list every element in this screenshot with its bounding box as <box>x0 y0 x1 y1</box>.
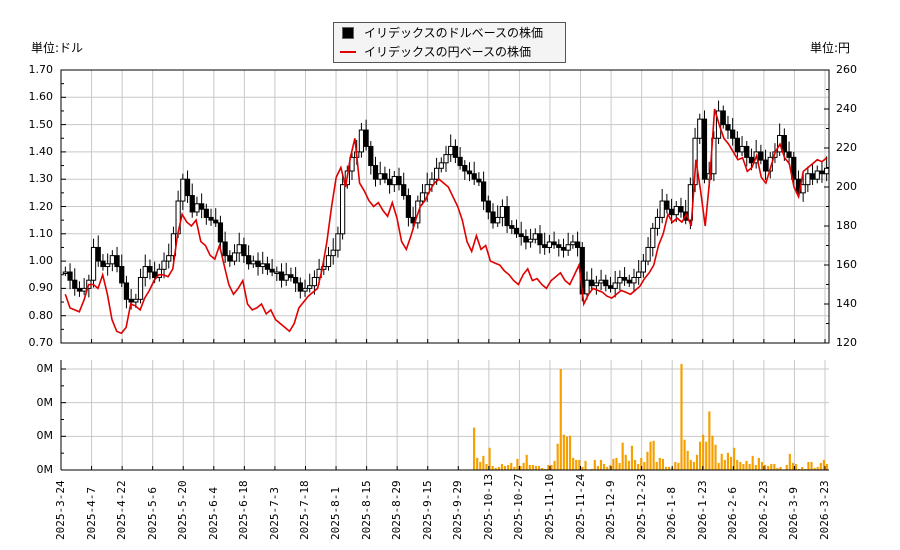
date-tick-label: 2025-3-24 <box>54 480 67 540</box>
volume-tick-label: 0M <box>36 395 54 409</box>
left-tick-label: 0.90 <box>28 281 54 295</box>
date-tick-label: 2026-3-9 <box>787 487 801 540</box>
left-tick-label: 1.30 <box>28 172 54 186</box>
left-tick-label: 0.70 <box>28 336 54 349</box>
date-tick-label: 2025-12-9 <box>604 480 618 540</box>
axes-frames <box>60 69 830 471</box>
date-tick-label: 2026-2-23 <box>756 480 770 540</box>
volume-tick-label: 0M <box>36 463 54 476</box>
left-unit-label: 単位:ドル <box>31 41 84 55</box>
date-tick-label: 2025-11-10 <box>542 473 556 540</box>
left-tick-label: 1.70 <box>28 63 54 76</box>
date-tick-label: 2025-7-18 <box>298 480 312 540</box>
legend: イリデックスのドルベースの株価 イリデックスの円ベースの株価 <box>333 22 566 63</box>
left-tick-label: 0.80 <box>28 308 54 322</box>
jpy-price-line <box>64 108 828 335</box>
date-tick-label: 2025-5-20 <box>176 480 190 540</box>
right-tick-label: 120 <box>836 336 857 349</box>
date-tick-label: 2025-9-29 <box>451 480 465 540</box>
date-tick-label: 2025-7-3 <box>267 487 281 540</box>
date-tick-label: 2026-3-23 <box>818 480 831 540</box>
volume-tick-label: 0M <box>36 362 54 375</box>
right-tick-label: 220 <box>836 141 857 154</box>
legend-item-jpy: イリデックスの円ベースの株価 <box>340 43 531 61</box>
date-tick-label: 2025-9-15 <box>420 480 434 540</box>
date-tick-label: 2025-5-6 <box>145 487 159 540</box>
left-tick-label: 1.40 <box>28 144 54 158</box>
right-tick-label: 200 <box>836 180 857 193</box>
right-unit-label: 単位:円 <box>810 41 851 55</box>
left-tick-label: 1.00 <box>28 254 54 268</box>
left-tick-label: 1.10 <box>28 226 54 240</box>
date-tick-label: 2026-2-6 <box>726 487 740 540</box>
date-tick-label: 2025-12-23 <box>634 473 648 540</box>
red-line-icon <box>340 50 356 53</box>
left-tick-label: 1.50 <box>28 117 54 131</box>
date-tick-label: 2025-8-15 <box>359 480 373 540</box>
volume-tick-label: 0M <box>36 429 54 443</box>
left-tick-label: 1.60 <box>28 90 54 104</box>
date-tick-label: 2026-1-23 <box>695 480 709 540</box>
right-tick-label: 140 <box>836 297 857 310</box>
legend-usd-label: イリデックスのドルベースの株価 <box>364 26 544 40</box>
usd-candlesticks <box>62 100 830 310</box>
left-tick-label: 1.20 <box>28 199 54 213</box>
date-tick-label: 2025-4-22 <box>115 480 129 540</box>
right-tick-label: 180 <box>836 219 857 232</box>
right-tick-label: 160 <box>836 258 857 271</box>
date-tick-label: 2025-4-7 <box>84 487 98 540</box>
right-tick-label: 260 <box>836 63 857 76</box>
date-tick-label: 2025-8-29 <box>390 480 404 540</box>
date-tick-label: 2025-6-4 <box>206 487 220 540</box>
date-tick-label: 2026-1-8 <box>665 487 679 540</box>
date-tick-label: 2025-10-27 <box>512 473 526 540</box>
date-tick-label: 2025-6-18 <box>237 480 251 540</box>
date-tick-label: 2025-8-1 <box>329 487 343 540</box>
legend-jpy-label: イリデックスの円ベースの株価 <box>364 45 532 59</box>
legend-item-usd: イリデックスのドルベースの株価 <box>340 24 543 42</box>
right-tick-label: 240 <box>836 102 857 115</box>
volume-bars <box>473 363 829 470</box>
date-tick-label: 2025-10-13 <box>481 473 495 540</box>
volume-grid <box>60 360 829 471</box>
date-tick-label: 2025-11-24 <box>573 473 587 540</box>
black-square-icon <box>342 26 354 39</box>
